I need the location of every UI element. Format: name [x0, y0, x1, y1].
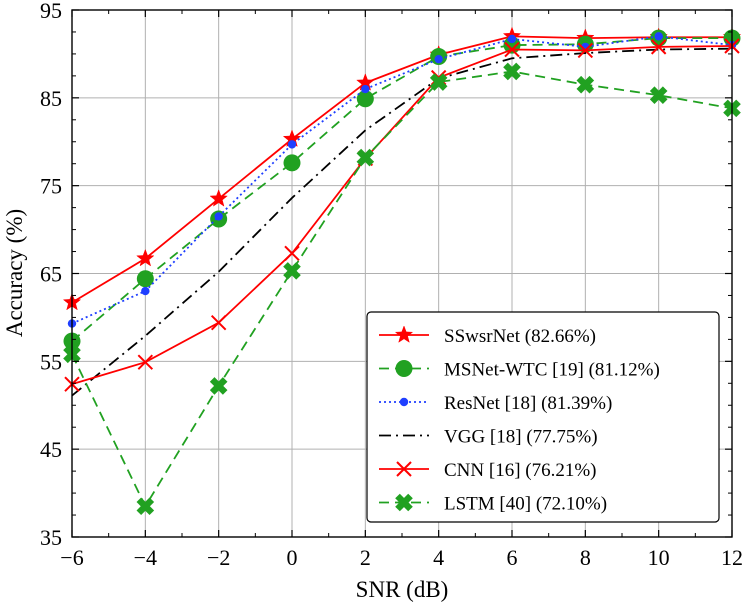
- legend: SSwsrNet (82.66%) MSNet-WTC [19] (81.12%)…: [366, 311, 720, 523]
- x-tick-label: 6: [507, 545, 518, 570]
- data-point-resnet-18: [214, 212, 223, 221]
- x-marker-stroke: [284, 245, 300, 262]
- series-line-cnn-16: [71, 45, 733, 386]
- legend-entry-cnn-16: CNN [16] (76.21%): [379, 460, 597, 481]
- y-tick-label: 85: [40, 86, 62, 111]
- data-point-cnn-16: [577, 42, 594, 59]
- x-marker-stroke: [210, 314, 227, 331]
- data-point-lstm-40: [283, 262, 301, 280]
- series-line-msnet-wtc-19: [71, 37, 732, 342]
- legend-entry-vgg-18: VGG [18] (77.75%): [379, 427, 598, 448]
- data-point-resnet-18: [654, 32, 663, 41]
- thick-x-marker-stroke: [209, 377, 228, 395]
- x-tick-label: −2: [207, 545, 230, 570]
- legend-entry-sswsrnet: SSwsrNet (82.66%): [379, 325, 596, 347]
- thick-x-marker-stroke: [503, 62, 521, 81]
- thick-x-marker-stroke: [429, 73, 448, 91]
- data-point-sswsrnet: [136, 248, 155, 267]
- data-point-resnet-18: [361, 84, 370, 94]
- x-tick-label: 0: [287, 545, 298, 570]
- legend-box: [366, 311, 720, 523]
- y-tick-label: 45: [40, 437, 62, 462]
- data-point-lstm-40: [356, 148, 375, 167]
- x-marker-stroke: [396, 461, 412, 477]
- data-point-lstm-40: [503, 62, 521, 81]
- data-point-lstm-40: [209, 377, 228, 395]
- data-point-resnet-18: [141, 286, 150, 296]
- x-tick-label: −4: [134, 545, 157, 570]
- data-point-lstm-40: [136, 497, 155, 516]
- data-point-lstm-40: [429, 73, 448, 91]
- legend-marker-sswsrnet: [394, 325, 414, 343]
- thick-x-marker-stroke: [356, 148, 375, 167]
- legend-label-vgg-18: VGG [18] (77.75%): [444, 427, 598, 448]
- y-tick-label: 75: [40, 174, 62, 199]
- legend-marker-lstm-40: [395, 493, 413, 512]
- x-tick-label: 4: [433, 545, 444, 570]
- legend-label-resnet-18: ResNet [18] (81.39%): [444, 393, 612, 414]
- data-point-resnet-18: [287, 140, 297, 149]
- x-tick-label: 2: [360, 545, 371, 570]
- x-marker-stroke: [504, 41, 520, 58]
- data-point-msnet-wtc-19: [136, 270, 154, 288]
- legend-marker-resnet-18: [399, 397, 409, 407]
- series-resnet-18: [67, 32, 737, 328]
- legend-label-msnet-wtc-19: MSNet-WTC [19] (81.12%): [444, 360, 660, 381]
- series-vgg-18: [71, 47, 733, 397]
- x-axis-title: SNR (dB): [356, 577, 449, 602]
- legend-entry-msnet-wtc-19: MSNet-WTC [19] (81.12%): [379, 360, 660, 381]
- legend-entry-resnet-18: ResNet [18] (81.39%): [379, 393, 612, 414]
- data-point-msnet-wtc-19: [283, 154, 301, 172]
- thick-x-marker-stroke: [283, 262, 301, 280]
- series-line-sswsrnet: [71, 35, 732, 304]
- data-point-lstm-40: [649, 86, 668, 104]
- data-point-cnn-16: [504, 41, 520, 58]
- data-point-cnn-16: [650, 39, 667, 55]
- series-msnet-wtc-19: [63, 29, 741, 350]
- x-tick-label: 8: [580, 545, 591, 570]
- legend-label-cnn-16: CNN [16] (76.21%): [444, 460, 597, 481]
- x-marker-stroke: [650, 39, 667, 55]
- data-point-msnet-wtc-19: [356, 90, 374, 108]
- thick-x-marker-stroke: [649, 86, 668, 104]
- thick-x-marker-stroke: [576, 75, 595, 94]
- legend-label-sswsrnet: SSwsrNet (82.66%): [444, 326, 596, 347]
- data-point-lstm-40: [576, 75, 595, 94]
- legend-label-lstm-40: LSTM [40] (72.10%): [444, 494, 607, 515]
- data-point-resnet-18: [434, 54, 443, 64]
- series-line-resnet-18: [71, 35, 733, 325]
- x-tick-label: 10: [648, 545, 670, 570]
- legend-marker-cnn-16: [396, 461, 412, 477]
- axis-tick-labels: −6 −4 −2 0 2 4 6 8 10 12 35 45 55 65 75 85 95: [40, 0, 743, 570]
- legend-entry-lstm-40: LSTM [40] (72.10%): [379, 494, 607, 515]
- y-tick-label: 65: [40, 262, 62, 287]
- y-tick-label: 35: [40, 525, 62, 550]
- data-point-cnn-16: [210, 314, 227, 331]
- y-tick-label: 55: [40, 349, 62, 374]
- legend-marker-msnet-wtc-19: [395, 360, 413, 377]
- series-line-lstm-40: [71, 70, 733, 509]
- data-point-sswsrnet: [209, 189, 228, 207]
- y-tick-label: 95: [40, 0, 62, 23]
- x-tick-label: 12: [721, 545, 743, 570]
- x-marker-stroke: [137, 354, 154, 370]
- data-point-cnn-16: [284, 245, 300, 262]
- y-axis-title: Accuracy (%): [2, 209, 27, 337]
- series-line-vgg-18: [71, 47, 733, 397]
- data-point-cnn-16: [137, 354, 154, 370]
- x-tick-label: −6: [60, 545, 83, 570]
- thick-x-marker-stroke: [136, 497, 155, 516]
- axis-ticks: [71, 9, 733, 538]
- thick-x-marker-stroke: [395, 493, 413, 512]
- data-point-resnet-18: [507, 34, 517, 44]
- series-sswsrnet: [62, 26, 742, 311]
- x-marker-stroke: [577, 42, 594, 59]
